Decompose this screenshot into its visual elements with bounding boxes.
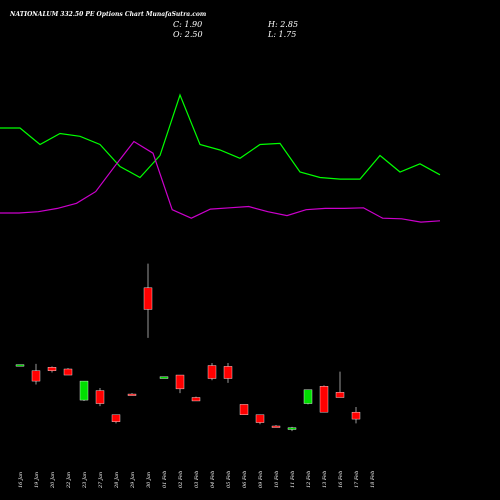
candles [15, 263, 361, 432]
x-tick-label: 11 Feb [290, 471, 296, 488]
candle-body [239, 404, 249, 415]
candle-body [223, 366, 233, 379]
open-value: O: 2.50 [173, 30, 203, 39]
close-value: C: 1.90 [173, 20, 202, 29]
x-tick-label: 17 Feb [354, 471, 360, 488]
x-tick-label: 28 Jan [114, 472, 120, 489]
candle-body [31, 370, 41, 382]
x-axis-ticks: 16 Jan 19 Jan 20 Jan 22 Jan 23 Jan 27 Jan 28 J… [18, 471, 376, 489]
x-tick-label: 22 Jan [66, 472, 72, 489]
x-tick-label: 03 Feb [194, 471, 200, 488]
x-tick-label: 30 Jan [146, 472, 152, 488]
candle-body [335, 392, 345, 398]
x-tick-label: 18 Feb [370, 471, 376, 488]
low-value: L: 1.75 [267, 30, 296, 39]
overlay-lines [0, 93, 441, 223]
candle-body [287, 427, 297, 430]
overlay-line-0 [0, 93, 441, 180]
candle-body [95, 390, 105, 404]
x-tick-label: 02 Feb [178, 471, 184, 488]
candle-body [175, 374, 185, 390]
candle-body [159, 376, 169, 379]
candle-body [351, 411, 361, 420]
x-tick-label: 27 Jan [98, 472, 104, 489]
x-tick-label: 13 Feb [322, 471, 328, 488]
candle-body [271, 425, 281, 428]
x-tick-label: 16 Feb [338, 471, 344, 488]
chart-title: NATIONALUM 332.50 PE Options Chart Munaf… [9, 11, 206, 18]
candle-body [47, 367, 57, 371]
x-tick-label: 10 Feb [274, 471, 280, 488]
x-tick-label: 23 Jan [82, 472, 88, 489]
x-tick-label: 29 Jan [130, 472, 136, 489]
candle-body [15, 364, 25, 367]
x-tick-label: 04 Feb [210, 471, 216, 488]
candle-body [207, 365, 217, 379]
candle-body [127, 393, 137, 396]
candle-body [191, 397, 201, 402]
candle-body [255, 414, 265, 423]
candle-body [79, 380, 89, 401]
x-tick-label: 19 Jan [34, 472, 40, 488]
x-tick-label: 06 Feb [242, 471, 248, 488]
overlay-line-1 [0, 140, 441, 223]
candle-body [111, 414, 121, 422]
candle-body [303, 389, 313, 404]
candle-body [143, 287, 153, 310]
x-tick-label: 01 Feb [162, 471, 168, 488]
candle-body [63, 368, 73, 376]
x-tick-label: 09 Feb [258, 471, 264, 488]
x-tick-label: 12 Feb [306, 471, 312, 488]
x-tick-label: 16 Jan [18, 472, 24, 488]
candle-body [319, 386, 329, 413]
x-tick-label: 20 Jan [50, 472, 56, 489]
x-tick-label: 05 Feb [226, 471, 232, 488]
high-value: H: 2.85 [267, 20, 298, 29]
